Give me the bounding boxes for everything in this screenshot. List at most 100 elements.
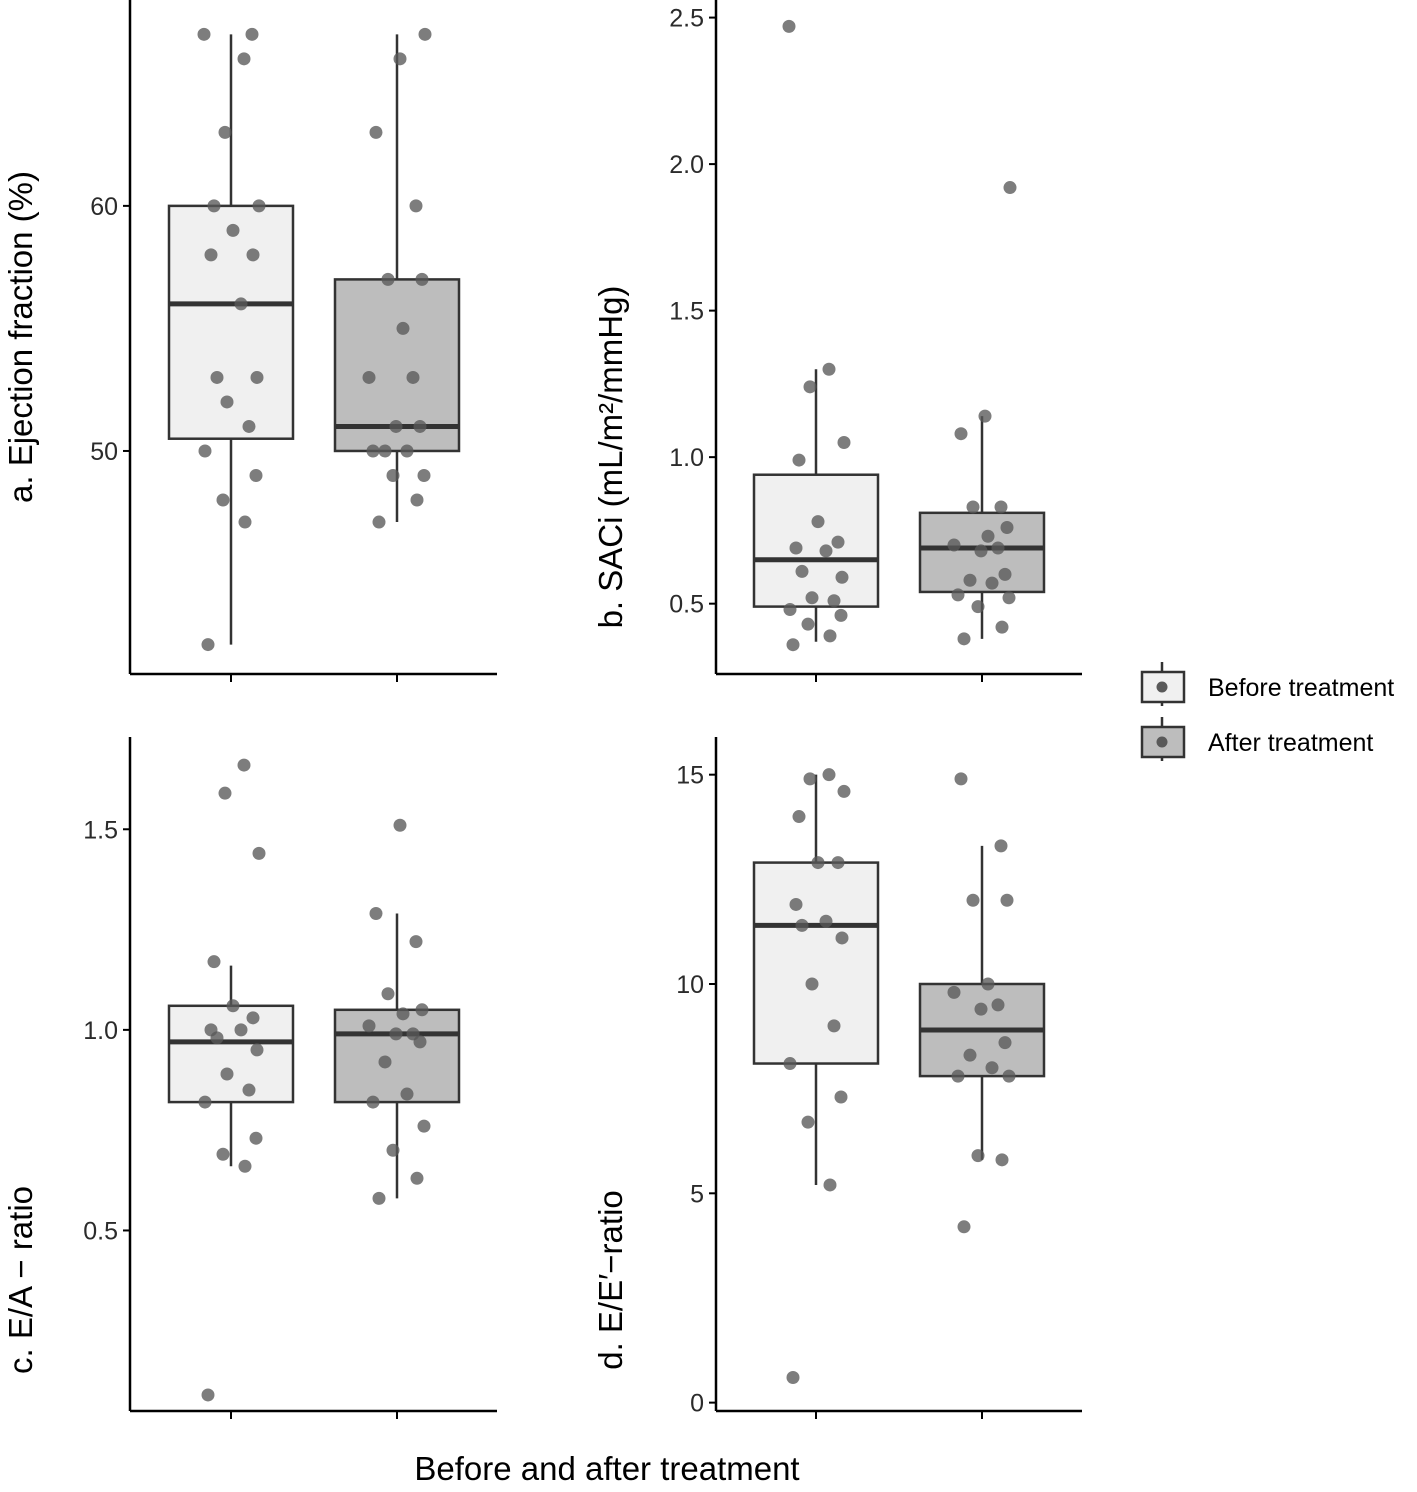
point-a-0-10 — [204, 248, 218, 262]
point-d-1-9 — [991, 998, 1005, 1012]
point-c-0-10 — [204, 1023, 218, 1037]
point-d-0-8 — [795, 918, 809, 932]
point-c-0-1 — [238, 1159, 252, 1173]
point-d-1-1 — [995, 1153, 1009, 1167]
point-b-0-13 — [792, 453, 806, 467]
point-b-0-3 — [834, 608, 848, 622]
point-d-1-0 — [957, 1220, 971, 1234]
point-c-1-3 — [417, 1119, 431, 1133]
point-b-0-15 — [803, 380, 817, 394]
point-a-1-15 — [369, 125, 383, 139]
point-b-0-0 — [786, 638, 800, 652]
point-b-1-0 — [957, 632, 971, 646]
point-c-1-13 — [381, 987, 395, 1001]
point-c-0-13 — [207, 955, 221, 969]
point-c-0-12 — [226, 999, 240, 1013]
point-d-0-11 — [831, 856, 845, 870]
point-c-0-15 — [218, 786, 232, 800]
point-a-1-16 — [393, 52, 407, 66]
point-b-0-4 — [783, 603, 797, 617]
x-axis-label: Before and after treatment — [414, 1450, 799, 1487]
point-d-0-10 — [789, 897, 803, 911]
point-c-1-10 — [362, 1019, 376, 1033]
point-d-0-4 — [783, 1057, 797, 1071]
point-b-0-16 — [822, 362, 836, 376]
point-b-1-2 — [971, 600, 985, 614]
panel-a: 50 60 a. Ejection fraction (%) — [2, 0, 497, 682]
point-b-0-2 — [801, 617, 815, 631]
point-d-0-3 — [834, 1090, 848, 1104]
point-a-1-2 — [386, 468, 400, 482]
point-c-0-6 — [220, 1067, 234, 1081]
point-a-0-2 — [216, 493, 230, 507]
y-tick-label-d-3: 15 — [676, 762, 704, 790]
point-d-1-3 — [1002, 1069, 1016, 1083]
point-a-0-3 — [249, 468, 263, 482]
point-a-0-9 — [234, 297, 248, 311]
point-a-1-13 — [381, 272, 395, 286]
point-c-1-0 — [372, 1191, 386, 1205]
point-c-1-6 — [378, 1055, 392, 1069]
legend-label-after: After treatment — [1208, 729, 1373, 757]
point-d-1-6 — [963, 1048, 977, 1062]
point-a-0-17 — [197, 27, 211, 41]
point-a-1-10 — [362, 370, 376, 384]
point-b-0-17 — [782, 19, 796, 33]
point-b-0-6 — [805, 591, 819, 605]
point-c-0-4 — [198, 1095, 212, 1109]
point-a-1-12 — [415, 272, 429, 286]
point-d-1-13 — [966, 893, 980, 907]
point-a-0-0 — [201, 638, 215, 652]
point-d-0-7 — [835, 931, 849, 945]
y-axis-label-c: c. E/A − ratio — [2, 1186, 39, 1374]
point-b-0-5 — [827, 594, 841, 608]
point-a-0-1 — [238, 515, 252, 529]
point-b-1-7 — [998, 567, 1012, 581]
point-b-1-6 — [963, 573, 977, 587]
point-c-1-8 — [389, 1027, 403, 1041]
point-b-1-10 — [947, 538, 961, 552]
point-d-1-2 — [971, 1149, 985, 1163]
point-c-0-7 — [250, 1043, 264, 1057]
y-tick-label-d-1: 5 — [690, 1180, 704, 1208]
point-d-0-6 — [805, 977, 819, 991]
point-d-1-7 — [998, 1036, 1012, 1050]
point-a-0-5 — [242, 419, 256, 433]
y-tick-label-a-0: 50 — [90, 438, 118, 466]
point-b-0-7 — [835, 570, 849, 584]
point-a-1-14 — [409, 199, 423, 213]
point-a-1-8 — [389, 419, 403, 433]
y-tick-label-d-0: 0 — [690, 1390, 704, 1418]
point-b-1-5 — [985, 576, 999, 590]
point-d-0-2 — [801, 1115, 815, 1129]
y-axis-label-b: b. SACi (mL/m²/mmHg) — [592, 286, 629, 629]
y-tick-label-b-1: 1.0 — [669, 444, 704, 472]
y-axis-label-d: d. E/E′−ratio — [592, 1190, 629, 1370]
panel-d: 0 5 10 15 d. E/E′−ratio — [592, 737, 1082, 1419]
point-c-1-11 — [396, 1007, 410, 1021]
point-d-1-14 — [994, 839, 1008, 853]
point-d-0-14 — [837, 784, 851, 798]
point-a-1-0 — [372, 515, 386, 529]
point-a-0-7 — [250, 370, 264, 384]
point-b-1-8 — [974, 544, 988, 558]
point-a-1-4 — [366, 444, 380, 458]
y-tick-label-b-2: 1.5 — [669, 298, 704, 326]
point-a-0-12 — [226, 223, 240, 237]
y-tick-label-c-0: 0.5 — [83, 1217, 118, 1245]
point-c-0-3 — [249, 1131, 263, 1145]
panel-b: 0.5 1.0 1.5 2.0 2.5 b. SACi (mL/m²/mmHg) — [592, 0, 1082, 682]
point-a-0-18 — [245, 27, 259, 41]
point-d-0-9 — [819, 914, 833, 928]
point-d-1-11 — [981, 977, 995, 991]
y-tick-label-a-1: 60 — [90, 193, 118, 221]
point-a-0-15 — [218, 125, 232, 139]
y-tick-label-b-0: 0.5 — [669, 591, 704, 619]
point-b-1-13 — [966, 500, 980, 514]
y-tick-label-b-3: 2.0 — [669, 151, 704, 179]
point-a-0-16 — [237, 52, 251, 66]
box-c-1 — [333, 1008, 461, 1104]
point-d-1-8 — [974, 1002, 988, 1016]
point-d-0-15 — [803, 772, 817, 786]
